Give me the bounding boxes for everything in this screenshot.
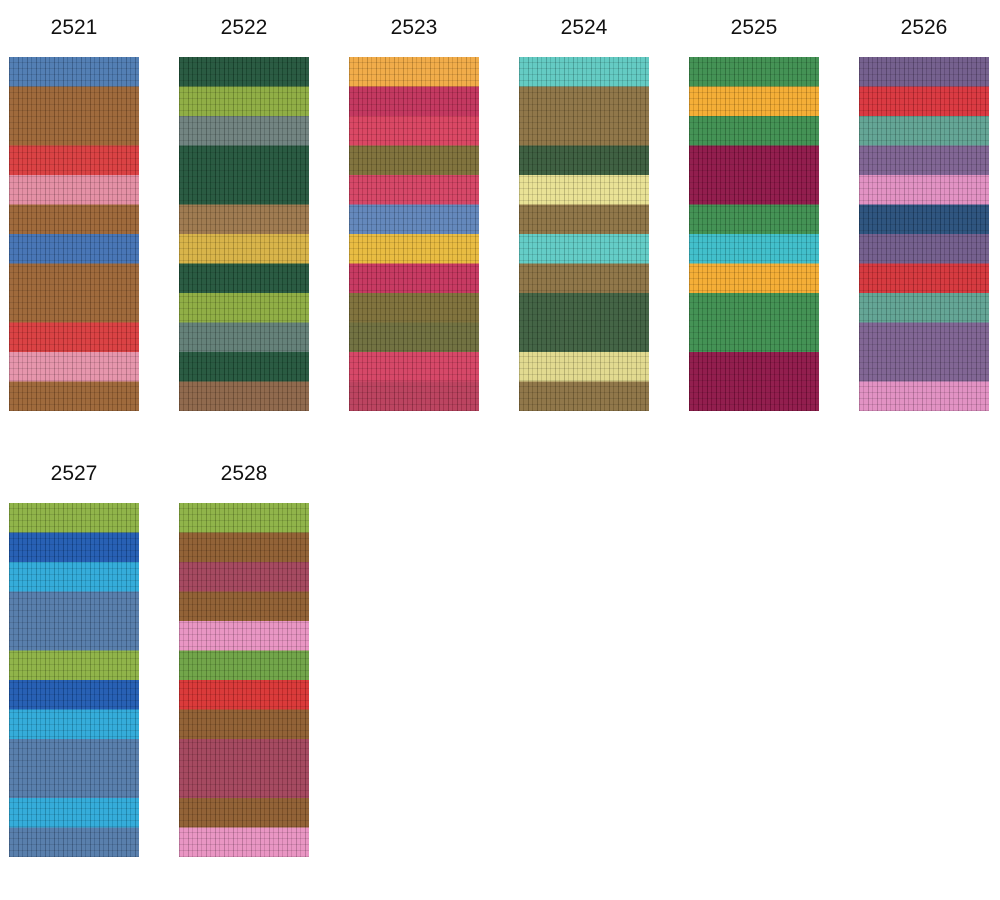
knit-texture — [179, 503, 309, 857]
swatch — [349, 57, 479, 411]
swatch — [9, 503, 139, 857]
swatch-label: 2521 — [50, 16, 98, 39]
knit-texture — [859, 57, 989, 411]
swatch — [689, 57, 819, 411]
swatch-label: 2522 — [220, 16, 268, 39]
swatch — [179, 503, 309, 857]
knit-texture — [349, 57, 479, 411]
swatch-label: 2528 — [220, 462, 268, 485]
swatch — [179, 57, 309, 411]
knit-texture — [689, 57, 819, 411]
knit-texture — [9, 503, 139, 857]
swatch — [9, 57, 139, 411]
swatch-label: 2525 — [730, 16, 778, 39]
swatch-label: 2524 — [560, 16, 608, 39]
swatch-label: 2527 — [50, 462, 98, 485]
swatch — [519, 57, 649, 411]
knit-texture — [9, 57, 139, 411]
swatch-label: 2523 — [390, 16, 438, 39]
swatch — [859, 57, 989, 411]
swatch-label: 2526 — [900, 16, 948, 39]
knit-texture — [179, 57, 309, 411]
knit-texture — [519, 57, 649, 411]
